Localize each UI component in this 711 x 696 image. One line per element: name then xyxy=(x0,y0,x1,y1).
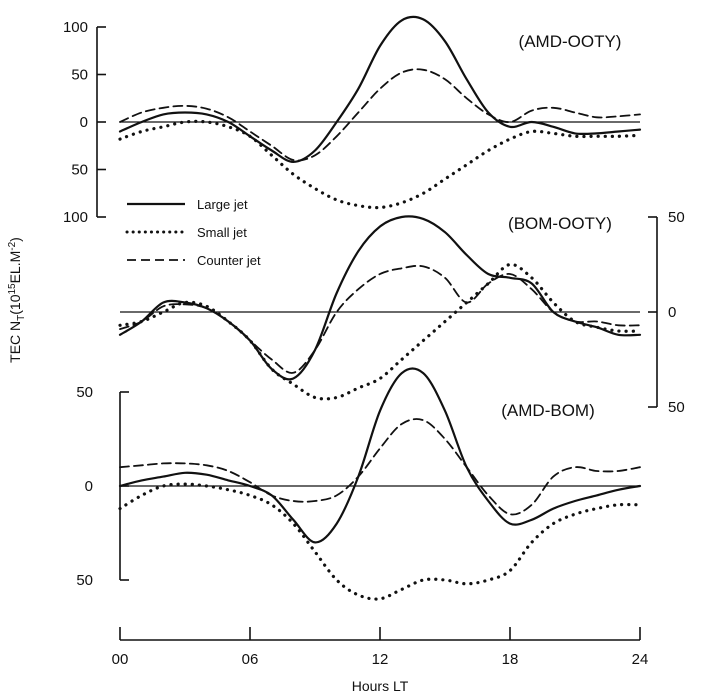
panel-2-series-solid xyxy=(118,367,642,544)
panel-0-series-solid xyxy=(118,15,642,163)
panel-1: 50 0 50 (BOM-OOTY) xyxy=(118,209,685,416)
x-tick-label: 06 xyxy=(242,651,259,668)
panel-1-label: (BOM-OOTY) xyxy=(508,214,612,233)
panel-1-y-tick-label: 50 xyxy=(668,209,685,226)
panel-0-y-tick-label: 100 xyxy=(63,19,88,36)
panel-2-label: (AMD-BOM) xyxy=(501,401,594,420)
y-axis-title-end: EL.M xyxy=(7,251,23,284)
panel-0-label: (AMD-OOTY) xyxy=(519,32,622,51)
panel-0: 100 50 0 50 100 (AMD-OOTY) xyxy=(63,15,642,226)
panel-2-y-tick-label: 0 xyxy=(85,478,93,495)
panel-0-y-tick-label: 0 xyxy=(80,114,88,131)
panel-2-series-dotted xyxy=(118,482,642,601)
x-tick-label: 00 xyxy=(112,651,129,668)
x-ticks: 00 06 12 18 24 xyxy=(112,627,649,668)
panel-1-series-solid xyxy=(118,215,642,381)
panel-0-series-dotted xyxy=(118,119,642,210)
panel-1-series-dashed xyxy=(119,264,641,374)
panel-2-y-tick-label: 50 xyxy=(76,572,93,589)
panel-0-y-tick-label: 100 xyxy=(63,209,88,226)
x-axis: 00 06 12 18 24 Hours LT xyxy=(112,627,649,694)
legend-label-counter-jet: Counter jet xyxy=(197,253,261,268)
x-axis-title: Hours LT xyxy=(352,678,409,694)
panel-2-series-dashed xyxy=(119,418,641,516)
y-axis-title-sub: T xyxy=(16,315,27,321)
panel-0-y-tick-label: 50 xyxy=(71,162,88,179)
legend-label-small-jet: Small jet xyxy=(197,225,247,240)
y-axis-title-close: ) xyxy=(7,237,23,242)
y-axis-title: TEC NT(1015EL.M-2) xyxy=(7,237,27,363)
panel-0-series-dashed xyxy=(119,68,641,162)
x-tick-label: 12 xyxy=(372,651,389,668)
legend: Large jet Small jet Counter jet xyxy=(125,197,261,268)
panel-1-y-tick-label: 0 xyxy=(668,304,676,321)
x-tick-label: 18 xyxy=(502,651,519,668)
y-axis-title-sup2: -2 xyxy=(7,241,18,250)
y-axis-title-main: TEC N xyxy=(7,321,23,363)
y-axis-title-sup1: 15 xyxy=(7,283,18,295)
panel-2-y-tick-label: 50 xyxy=(76,384,93,401)
x-tick-label: 24 xyxy=(632,651,649,668)
panel-0-y-tick-label: 50 xyxy=(71,67,88,84)
panel-1-series-dotted xyxy=(118,262,642,401)
panel-2: 50 0 50 (AMD-BOM) xyxy=(76,367,642,601)
y-axis-title-mid: (10 xyxy=(7,294,23,314)
panels-layer: 10050050100(AMD-OOTY)50050(BOM-OOTY)5005… xyxy=(63,15,685,601)
legend-label-large-jet: Large jet xyxy=(197,197,248,212)
panel-1-y-tick-label: 50 xyxy=(668,399,685,416)
